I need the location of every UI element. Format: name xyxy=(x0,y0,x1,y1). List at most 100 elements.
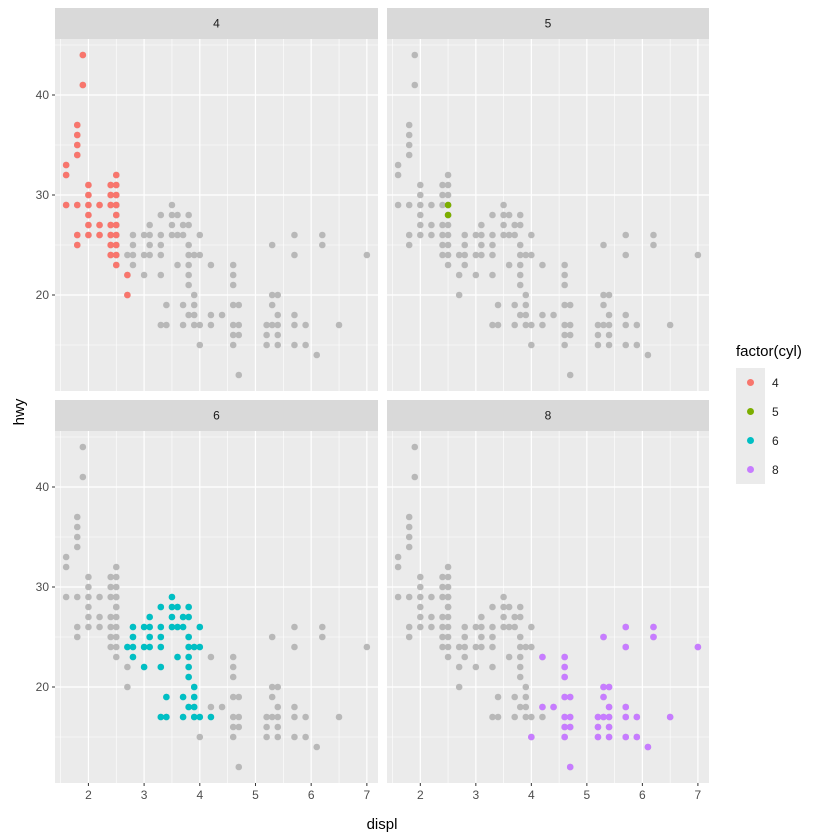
background-point xyxy=(140,231,148,239)
background-point xyxy=(268,321,276,329)
background-point xyxy=(291,231,298,239)
background-point xyxy=(505,261,513,269)
background-point xyxy=(140,251,148,259)
background-point xyxy=(168,201,176,209)
background-point xyxy=(455,683,463,691)
background-point xyxy=(439,643,446,651)
data-point xyxy=(633,713,641,721)
background-point xyxy=(112,583,120,591)
background-point xyxy=(112,613,120,621)
background-point xyxy=(179,321,187,329)
background-point xyxy=(302,713,309,721)
panel-background xyxy=(387,431,709,783)
background-point xyxy=(650,241,657,249)
background-point xyxy=(405,623,413,631)
data-point xyxy=(124,291,131,299)
background-point xyxy=(417,593,424,601)
background-point xyxy=(229,341,237,349)
background-point xyxy=(417,623,424,631)
background-point xyxy=(444,623,452,631)
background-point xyxy=(174,261,181,269)
background-point xyxy=(185,251,192,259)
legend-swatch xyxy=(736,397,765,426)
background-point xyxy=(62,553,70,561)
data-point xyxy=(129,643,137,651)
background-point xyxy=(85,603,92,611)
background-point xyxy=(417,211,424,219)
data-point xyxy=(112,231,120,239)
data-point xyxy=(644,743,652,751)
background-point xyxy=(274,683,282,691)
background-point xyxy=(505,211,513,219)
background-point xyxy=(179,231,187,239)
data-point xyxy=(561,663,568,671)
background-point xyxy=(472,231,480,239)
facet-panels: 4 5 6 8 xyxy=(55,8,709,783)
x-tick-label: 6 xyxy=(308,788,315,802)
background-point xyxy=(405,231,413,239)
background-point xyxy=(522,321,530,329)
data-point xyxy=(73,141,81,149)
background-point xyxy=(62,563,70,571)
background-point xyxy=(539,311,546,319)
background-point xyxy=(107,643,114,651)
background-point xyxy=(455,663,463,671)
background-point xyxy=(494,321,502,329)
x-tick-label: 6 xyxy=(639,788,646,802)
legend-dot-icon xyxy=(747,379,754,386)
data-point xyxy=(96,201,103,209)
background-point xyxy=(85,593,92,601)
background-point xyxy=(417,201,424,209)
background-point xyxy=(363,643,371,651)
legend-label: 5 xyxy=(772,404,779,419)
background-point xyxy=(73,523,81,531)
x-tick-label: 7 xyxy=(695,788,702,802)
background-point xyxy=(229,733,237,741)
background-point xyxy=(405,241,413,249)
data-point xyxy=(157,663,165,671)
background-point xyxy=(196,341,204,349)
background-point xyxy=(439,191,446,199)
data-point xyxy=(561,693,568,701)
background-point xyxy=(444,583,452,591)
data-point xyxy=(85,231,92,239)
data-point xyxy=(157,713,165,721)
background-point xyxy=(229,673,237,681)
background-point xyxy=(455,291,463,299)
data-point xyxy=(566,713,574,721)
background-point xyxy=(489,271,496,279)
background-point xyxy=(190,321,198,329)
background-point xyxy=(516,643,524,651)
background-point xyxy=(439,613,446,621)
background-point xyxy=(157,231,165,239)
background-point xyxy=(417,181,424,189)
background-point xyxy=(146,241,153,249)
background-point xyxy=(444,613,452,621)
background-point xyxy=(185,261,192,269)
data-point xyxy=(190,683,198,691)
background-point xyxy=(163,321,170,329)
background-point xyxy=(528,251,535,259)
background-point xyxy=(129,251,137,259)
background-point xyxy=(313,743,321,751)
background-point xyxy=(319,231,326,239)
background-point xyxy=(461,251,469,259)
background-point xyxy=(274,703,282,711)
background-point xyxy=(196,251,204,259)
background-point xyxy=(461,643,469,651)
data-point xyxy=(561,653,568,661)
background-point xyxy=(417,221,424,229)
data-point xyxy=(140,663,148,671)
background-point xyxy=(444,241,452,249)
background-point xyxy=(522,713,530,721)
background-point xyxy=(511,693,518,701)
background-point xyxy=(622,231,630,239)
background-point xyxy=(444,633,452,641)
data-point xyxy=(140,623,148,631)
background-point xyxy=(505,623,513,631)
background-point xyxy=(268,291,276,299)
background-point xyxy=(444,563,452,571)
background-point xyxy=(522,251,530,259)
background-point xyxy=(428,231,435,239)
background-point xyxy=(73,543,81,551)
